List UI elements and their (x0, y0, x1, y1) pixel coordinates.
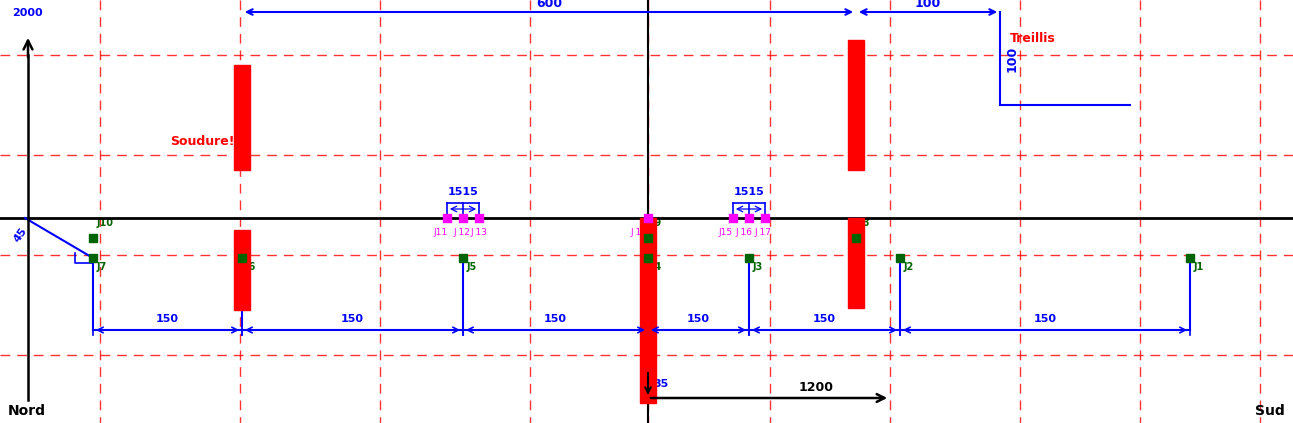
Text: J8: J8 (860, 218, 870, 228)
Text: J15: J15 (718, 228, 732, 237)
Bar (729, 214, 737, 222)
Bar (896, 254, 904, 262)
Text: J4: J4 (652, 262, 662, 272)
Text: 100: 100 (915, 0, 941, 10)
Text: J9: J9 (652, 218, 662, 228)
Bar (644, 214, 652, 222)
Text: J10: J10 (97, 218, 114, 228)
Text: 100: 100 (1006, 45, 1019, 71)
Text: 150: 150 (812, 314, 835, 324)
Bar (1186, 254, 1193, 262)
Bar (745, 214, 753, 222)
Bar (848, 40, 864, 170)
Bar (443, 214, 451, 222)
Text: 1515: 1515 (733, 187, 764, 197)
Text: J7: J7 (97, 262, 107, 272)
Bar (852, 234, 860, 242)
Text: J 14: J 14 (630, 228, 646, 237)
Bar (762, 214, 769, 222)
Bar (234, 230, 250, 310)
Text: 1200: 1200 (799, 381, 834, 394)
Bar (89, 234, 97, 242)
Text: 150: 150 (1033, 314, 1056, 324)
Text: 150: 150 (155, 314, 178, 324)
Text: 45: 45 (12, 226, 28, 244)
Text: J 16: J 16 (734, 228, 753, 237)
Text: 1515: 1515 (447, 187, 478, 197)
Bar (459, 254, 467, 262)
Bar (640, 218, 656, 403)
Text: 150: 150 (687, 314, 710, 324)
Text: J5: J5 (467, 262, 477, 272)
Bar (475, 214, 484, 222)
Text: Treillis: Treillis (1010, 32, 1056, 45)
Text: J2: J2 (904, 262, 914, 272)
Text: 150: 150 (340, 314, 363, 324)
Text: J3: J3 (753, 262, 763, 272)
Text: Soudure!: Soudure! (169, 135, 234, 148)
Bar (234, 65, 250, 170)
Bar (848, 218, 864, 308)
Text: J 12: J 12 (453, 228, 469, 237)
Text: Sud: Sud (1256, 404, 1285, 418)
Bar (745, 254, 753, 262)
Text: J 13: J 13 (469, 228, 487, 237)
Text: J1: J1 (1193, 262, 1204, 272)
Text: Nord: Nord (8, 404, 47, 418)
Text: 150: 150 (543, 314, 566, 324)
Bar (459, 214, 467, 222)
Bar (238, 254, 246, 262)
Bar (644, 254, 652, 262)
Text: J11: J11 (433, 228, 447, 237)
Text: 2000: 2000 (12, 8, 43, 18)
Bar (644, 234, 652, 242)
Text: J 17: J 17 (754, 228, 771, 237)
Bar (89, 254, 97, 262)
Text: 600: 600 (535, 0, 562, 10)
Text: 35: 35 (653, 379, 668, 389)
Text: J6: J6 (246, 262, 256, 272)
